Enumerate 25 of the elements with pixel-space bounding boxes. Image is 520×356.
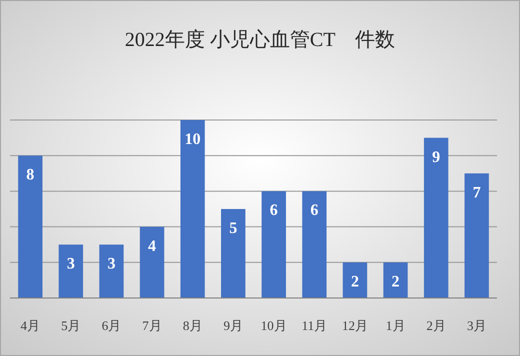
- data-label: 3: [66, 256, 75, 273]
- x-tick-label: 7月: [142, 318, 162, 333]
- x-tick-label: 8月: [182, 318, 202, 333]
- data-label: 9: [432, 148, 440, 166]
- data-label: 8: [26, 166, 34, 184]
- x-tick-label: 6月: [102, 318, 122, 333]
- x-tick-label: 5月: [61, 318, 81, 333]
- data-label: 2: [350, 273, 359, 290]
- chart-title: 2022年度 小児心血管CT 件数: [124, 29, 396, 51]
- data-label: 4: [148, 238, 156, 255]
- x-tick-label: 10月: [260, 318, 287, 333]
- x-tick-label: 4月: [20, 318, 40, 333]
- data-label: 3: [107, 256, 116, 273]
- data-label: 5: [229, 220, 238, 237]
- x-tick-label: 3月: [466, 318, 486, 333]
- x-tick-label: 12月: [342, 318, 368, 333]
- x-tick-label: 2月: [426, 318, 446, 333]
- data-label: 2: [392, 273, 400, 290]
- x-tick-label: 9月: [223, 318, 243, 333]
- data-label: 10: [184, 131, 201, 148]
- x-tick-label: 11月: [302, 318, 328, 333]
- data-label: 6: [270, 202, 278, 220]
- data-label: 7: [472, 184, 481, 202]
- x-tick-label: 1月: [386, 318, 406, 333]
- data-label: 6: [310, 202, 318, 220]
